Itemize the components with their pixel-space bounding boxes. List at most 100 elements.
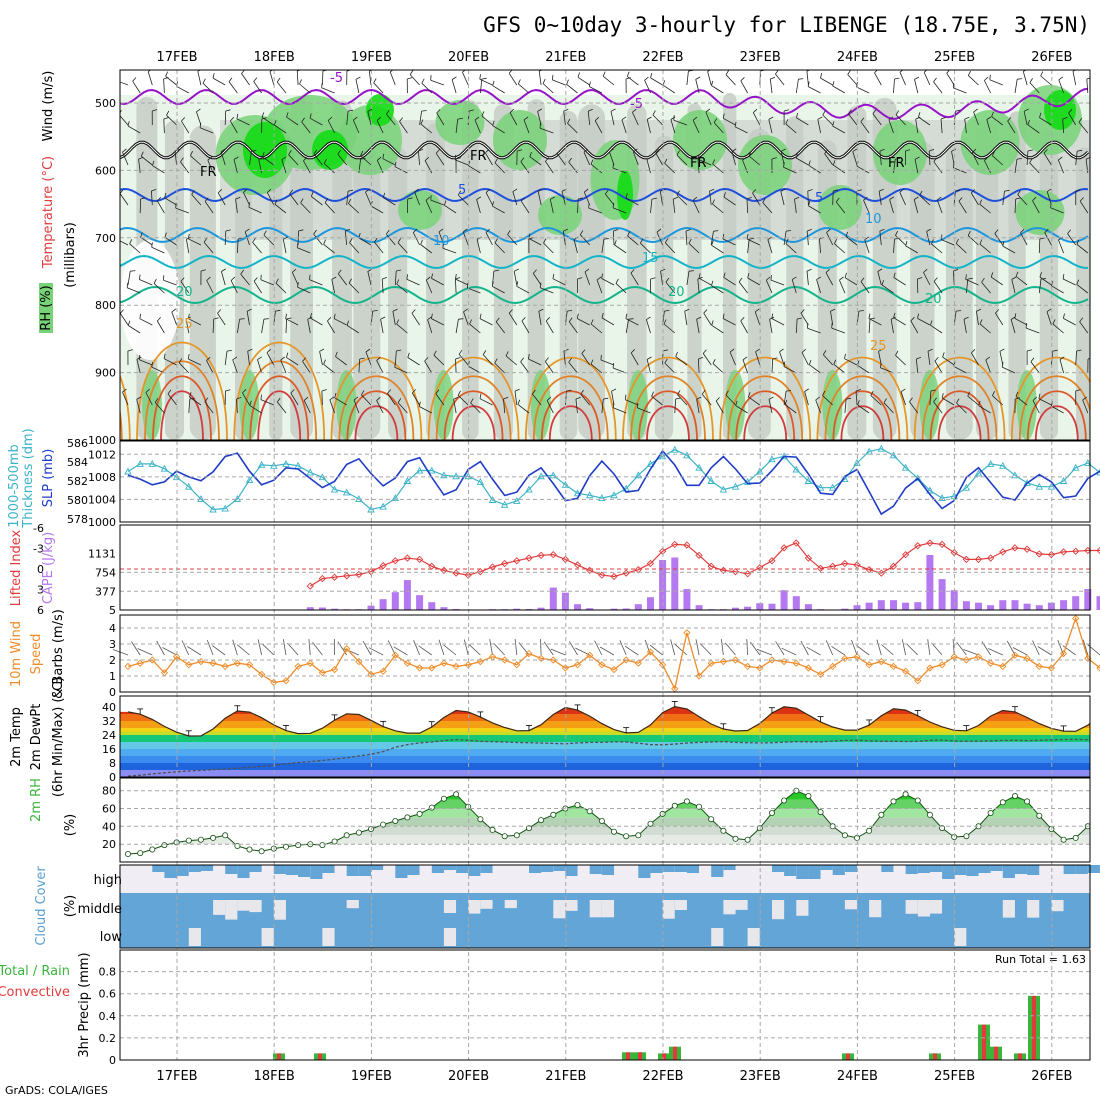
wind-barb-flag [930, 320, 933, 326]
wind-barb [893, 78, 895, 94]
cloud-high-bar [978, 865, 991, 873]
rh2m-point [416, 810, 423, 817]
wind-barb-flag [140, 232, 143, 238]
wind-barb-flag [878, 348, 884, 352]
wind-barb [883, 402, 894, 414]
wind-barb [217, 192, 226, 206]
wind-barb [1063, 318, 1076, 326]
wind-barb-flag [1029, 158, 1033, 164]
wind-barb [418, 150, 420, 166]
wind-barb [469, 323, 481, 334]
panel-label-temperature: Temperature (°C) [41, 156, 56, 269]
wind-barb [289, 193, 299, 206]
wind-barb [566, 83, 578, 94]
rh2m-point [1036, 812, 1043, 819]
wind-barb-flag [204, 397, 209, 402]
wind-barb-flag [711, 320, 714, 326]
wind10-barb [876, 639, 882, 656]
wind-barb [151, 190, 153, 206]
wind-barb [348, 203, 360, 214]
wind-barb-flag [874, 70, 878, 74]
wind-barb-flag [742, 156, 747, 161]
wind-barb [540, 287, 554, 294]
panel-label-total-rain: Total / Rain [0, 964, 70, 979]
wind-barb-flag [528, 354, 530, 360]
wind-barb-flag [396, 279, 400, 285]
wind-barb-flag [242, 389, 247, 394]
wind-barb [1014, 159, 1018, 174]
wind-barb-flag [664, 158, 668, 164]
wind-barb-flag [563, 108, 569, 112]
wind10-barb [362, 640, 372, 656]
wind-barb-flag [888, 116, 894, 121]
wind-barb-flag [1032, 396, 1037, 401]
wind10-barb [721, 639, 724, 656]
thickness-point [282, 459, 290, 467]
wind-barb-flag [503, 396, 509, 400]
wind-barb-flag [646, 316, 651, 320]
wind-barb-flag [596, 276, 602, 281]
wind-barb-flag [512, 188, 518, 192]
wind-barb [844, 399, 847, 414]
wind-barb [864, 239, 870, 254]
wind-barb [495, 321, 506, 334]
wind-barb [212, 318, 215, 334]
wind-barb [543, 242, 554, 254]
cloud-high-bar [286, 865, 299, 875]
wind-barb [120, 240, 129, 246]
wind-barb [300, 202, 311, 214]
wind-barb [686, 71, 689, 86]
wind-barb [742, 359, 748, 374]
wind-barb [637, 407, 651, 414]
thickness-point [756, 467, 764, 475]
cape-bar [403, 580, 411, 610]
wind-barb [188, 318, 202, 326]
wind-barb [931, 243, 943, 254]
wind-barb [166, 115, 177, 126]
temp2m-tick: 40 [102, 701, 116, 714]
wind10-speed-point [124, 662, 132, 671]
wind-barb [990, 276, 1004, 286]
cloud-high-bar [273, 865, 286, 874]
wind-barb [337, 273, 348, 286]
wind-barb-flag [612, 202, 614, 208]
wind-barb-flag [217, 309, 222, 314]
rh2m-point [926, 811, 933, 818]
cloud-mid-gap [1051, 900, 1064, 912]
precip-tick: 0.6 [99, 988, 117, 1001]
contour-label: 10 [865, 212, 882, 227]
date-label-top: 20FEB [448, 50, 489, 65]
wind-barb-flag [609, 148, 614, 153]
wind-barb-flag [712, 359, 716, 364]
wind-barb-flag [462, 70, 466, 73]
cloud-high-bar [529, 865, 542, 873]
wind10-speed-point [428, 664, 436, 672]
wind-barb-flag [894, 77, 900, 80]
lifted-index-point [428, 562, 436, 570]
lifted-index-point [306, 582, 314, 590]
wind-barb-flag [545, 317, 550, 322]
wind-barb [545, 320, 554, 334]
cloud-high-bar [589, 865, 602, 874]
wind-barb-flag [286, 352, 289, 358]
wind-barb-flag [281, 156, 287, 160]
cloud-high-bar [480, 865, 493, 873]
wind-barb [382, 158, 396, 166]
wind-barb [1086, 78, 1089, 94]
wind-barb-flag [1043, 149, 1048, 154]
wind10-barb [131, 641, 141, 656]
wind-barb-flag [637, 402, 639, 408]
wind-barb-flag [346, 320, 349, 326]
wind-barb-flag [883, 398, 887, 403]
wind-barb-flag [646, 156, 652, 160]
wind-barb [349, 242, 360, 254]
wind-barb [1038, 398, 1052, 406]
wind-barb-flag [418, 148, 424, 152]
wind10-speed-point [1035, 662, 1043, 671]
wind-barb-flag [729, 348, 735, 353]
wind-barb-flag [613, 229, 619, 232]
cloud-high-bar [298, 865, 311, 877]
cloud-high-bar [686, 865, 700, 873]
temp-contour-warm [816, 356, 909, 440]
wind-barb-flag [470, 398, 474, 404]
